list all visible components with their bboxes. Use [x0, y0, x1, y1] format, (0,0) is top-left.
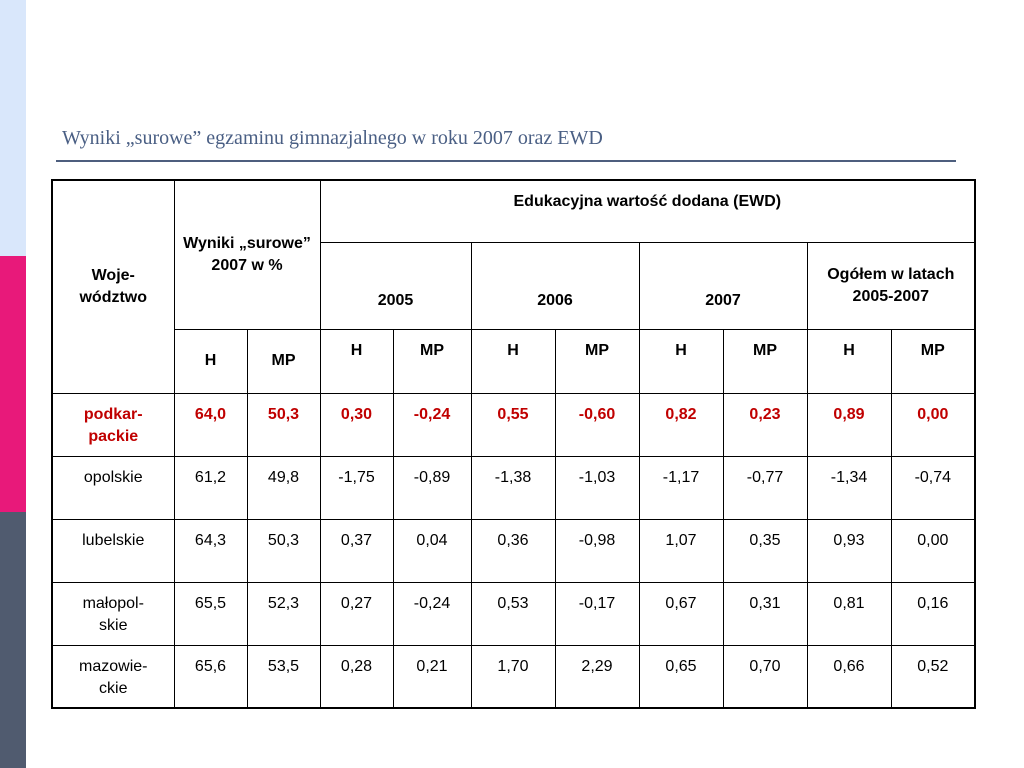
ewd-table: Woje- wództwo Wyniki „surowe” 2007 w % E…: [51, 179, 977, 709]
title-underline: [56, 160, 956, 162]
sub-header-cell: MP: [722, 328, 808, 394]
sub-header-cell: H: [319, 328, 394, 394]
region-cell: mazowie- ckie: [51, 644, 175, 709]
value-cell: 0,36: [470, 518, 556, 583]
value-cell: 0,70: [722, 644, 808, 709]
header-row-1: Woje- wództwo Wyniki „surowe” 2007 w % E…: [51, 179, 976, 394]
value-cell: 0,00: [890, 392, 976, 457]
sub-header-cell: H: [173, 328, 248, 394]
table-row: mazowie- ckie 65,6 53,5 0,28 0,21 1,70 2…: [51, 644, 976, 709]
value-cell: 0,27: [319, 581, 394, 646]
value-cell: 1,07: [638, 518, 724, 583]
sub-header-cell: MP: [554, 328, 640, 394]
value-cell: -0,74: [890, 455, 976, 520]
value-cell: 0,00: [890, 518, 976, 583]
value-cell: 0,53: [470, 581, 556, 646]
region-cell: podkar- packie: [51, 392, 175, 457]
value-cell: 53,5: [246, 644, 321, 709]
region-cell: lubelskie: [51, 518, 175, 583]
sub-header-cell: MP: [392, 328, 472, 394]
value-cell: -0,17: [554, 581, 640, 646]
region-cell: opolskie: [51, 455, 175, 520]
value-cell: -0,89: [392, 455, 472, 520]
value-cell: -0,24: [392, 392, 472, 457]
header-year-2007: 2007: [638, 241, 808, 330]
table-row: małopol- skie 65,5 52,3 0,27 -0,24 0,53 …: [51, 581, 976, 646]
value-cell: 0,93: [806, 518, 892, 583]
value-cell: 0,31: [722, 581, 808, 646]
header-region: Woje- wództwo: [51, 179, 175, 394]
region-cell: małopol- skie: [51, 581, 175, 646]
table-row: opolskie 61,2 49,8 -1,75 -0,89 -1,38 -1,…: [51, 455, 976, 520]
value-cell: 0,35: [722, 518, 808, 583]
value-cell: 61,2: [173, 455, 248, 520]
value-cell: 0,67: [638, 581, 724, 646]
value-cell: -0,98: [554, 518, 640, 583]
value-cell: -1,03: [554, 455, 640, 520]
value-cell: 0,66: [806, 644, 892, 709]
sub-header-cell: H: [638, 328, 724, 394]
value-cell: -1,34: [806, 455, 892, 520]
value-cell: 2,29: [554, 644, 640, 709]
header-row-2: 2005 2006 2007 Ogółem w latach 2005-2007: [52, 241, 976, 330]
value-cell: 64,0: [173, 392, 248, 457]
accent-stripe-blue: [0, 0, 26, 256]
value-cell: 0,52: [890, 644, 976, 709]
value-cell: -1,17: [638, 455, 724, 520]
value-cell: 65,6: [173, 644, 248, 709]
accent-stripe-pink: [0, 256, 26, 512]
header-row-3: H MP H MP H MP H MP H MP: [52, 328, 976, 394]
table-row-highlighted: podkar- packie 64,0 50,3 0,30 -0,24 0,55…: [51, 392, 976, 457]
header-year-2006: 2006: [470, 241, 640, 330]
value-cell: -0,77: [722, 455, 808, 520]
header-total: Ogółem w latach 2005-2007: [806, 241, 976, 330]
value-cell: 0,89: [806, 392, 892, 457]
header-year-2005: 2005: [319, 241, 472, 330]
value-cell: 50,3: [246, 392, 321, 457]
value-cell: 0,16: [890, 581, 976, 646]
value-cell: 0,04: [392, 518, 472, 583]
value-cell: -0,60: [554, 392, 640, 457]
sub-header-cell: MP: [246, 328, 321, 394]
table-row: lubelskie 64,3 50,3 0,37 0,04 0,36 -0,98…: [51, 518, 976, 583]
value-cell: 65,5: [173, 581, 248, 646]
value-cell: 52,3: [246, 581, 321, 646]
value-cell: 0,37: [319, 518, 394, 583]
value-cell: 0,81: [806, 581, 892, 646]
slide-title: Wyniki „surowe” egzaminu gimnazjalnego w…: [62, 127, 603, 149]
ewd-table-body: Woje- wództwo Wyniki „surowe” 2007 w % E…: [51, 179, 976, 709]
value-cell: 0,30: [319, 392, 394, 457]
value-cell: 0,28: [319, 644, 394, 709]
sub-header-cell: MP: [890, 328, 976, 394]
value-cell: 0,23: [722, 392, 808, 457]
value-cell: 1,70: [470, 644, 556, 709]
value-cell: 0,21: [392, 644, 472, 709]
value-cell: 49,8: [246, 455, 321, 520]
value-cell: -0,24: [392, 581, 472, 646]
value-cell: 50,3: [246, 518, 321, 583]
sub-header-cell: H: [806, 328, 892, 394]
value-cell: 0,65: [638, 644, 724, 709]
value-cell: 0,55: [470, 392, 556, 457]
value-cell: -1,75: [319, 455, 394, 520]
accent-stripe-slate: [0, 512, 26, 768]
header-ewd: Edukacyjna wartość dodana (EWD): [319, 179, 976, 243]
value-cell: 64,3: [173, 518, 248, 583]
value-cell: 0,82: [638, 392, 724, 457]
header-raw-results: Wyniki „surowe” 2007 w %: [173, 179, 321, 330]
sub-header-cell: H: [470, 328, 556, 394]
value-cell: -1,38: [470, 455, 556, 520]
